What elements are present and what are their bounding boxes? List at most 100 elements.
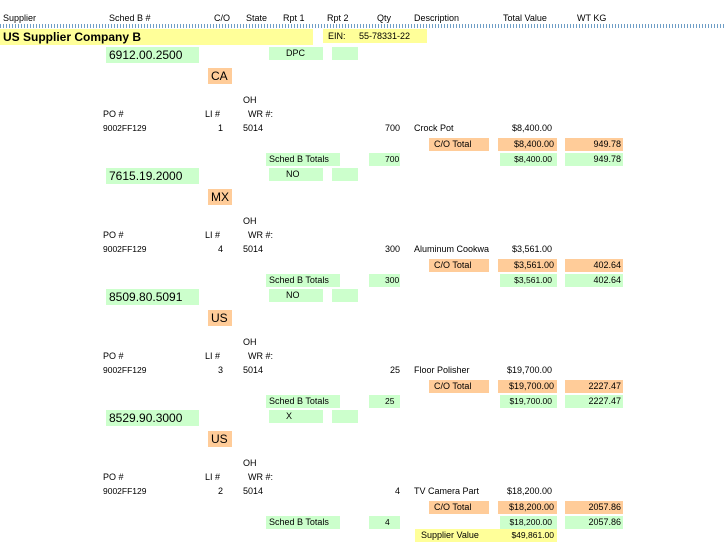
line-description: Crock Pot [414, 123, 454, 133]
line-description: Floor Polisher [414, 365, 470, 375]
header-rpt2: Rpt 2 [327, 13, 349, 23]
supplier-name: US Supplier Company B [3, 30, 142, 44]
wr-label: WR #: [248, 109, 274, 119]
sched-b-total-value: $8,400.00 [500, 153, 557, 166]
sched-b-total-weight: 402.64 [565, 274, 623, 287]
co-total-value: $3,561.00 [498, 259, 557, 272]
po-number: 9002FF129 [103, 123, 147, 133]
wr-label: WR #: [248, 230, 274, 240]
co-total-weight: 402.64 [565, 259, 623, 272]
state-value: OH [243, 95, 257, 105]
sched-b-total-value: $3,561.00 [500, 274, 557, 287]
sched-b-totals-label: Sched B Totals [266, 516, 340, 529]
rpt2-cell [332, 289, 358, 302]
sched-b-total-qty: 300 [369, 274, 400, 287]
co-total-label: C/O Total [429, 501, 489, 514]
rpt1-value: NO [269, 168, 323, 181]
li-label: LI # [205, 351, 221, 361]
po-label: PO # [103, 472, 124, 482]
li-label: LI # [205, 109, 221, 119]
header-supplier: Supplier [3, 13, 37, 23]
wr-number: 5014 [243, 365, 264, 375]
state-value: OH [243, 337, 257, 347]
header-description: Description [414, 13, 460, 23]
line-description: Aluminum Cookwa [414, 244, 490, 254]
header-co: C/O [214, 13, 231, 23]
header-wt-kg: WT KG [577, 13, 607, 23]
line-value: $8,400.00 [511, 123, 552, 133]
li-number: 3 [218, 365, 224, 375]
po-number: 9002FF129 [103, 486, 147, 496]
line-description: TV Camera Part [414, 486, 480, 496]
line-qty: 25 [389, 365, 400, 375]
co-total-label: C/O Total [429, 380, 489, 393]
ein-value: 55-78331-22 [359, 31, 411, 41]
sched-b-totals-label: Sched B Totals [266, 153, 340, 166]
line-qty: 700 [384, 123, 400, 133]
wr-label: WR #: [248, 351, 274, 361]
sched-b-total-qty: 4 [369, 516, 400, 529]
rpt2-cell [332, 168, 358, 181]
ein-highlight [323, 29, 427, 43]
wr-label: WR #: [248, 472, 274, 482]
wr-number: 5014 [243, 244, 264, 254]
co-total-weight: 2227.47 [565, 380, 623, 393]
country-of-origin: US [208, 431, 232, 447]
sched-b-total-qty: 25 [369, 395, 400, 408]
li-number: 1 [218, 123, 224, 133]
rpt1-value: NO [269, 289, 323, 302]
supplier-value-row: Supplier Value $49,861.00 [415, 529, 557, 542]
ein-label: EIN: [328, 31, 346, 41]
rpt2-cell [332, 47, 358, 60]
sched-b-number: 7615.19.2000 [106, 168, 199, 184]
country-of-origin: MX [208, 189, 232, 205]
line-value: $3,561.00 [511, 244, 552, 254]
sched-b-number: 8529.90.3000 [106, 410, 199, 426]
header-qty: Qty [377, 13, 392, 23]
header-total-value: Total Value [503, 13, 547, 23]
line-qty: 300 [384, 244, 400, 254]
sched-b-number: 6912.00.2500 [106, 47, 199, 63]
header-divider [0, 24, 726, 28]
po-label: PO # [103, 109, 124, 119]
li-label: LI # [205, 230, 221, 240]
line-value: $18,200.00 [506, 486, 552, 496]
co-total-value: $8,400.00 [498, 138, 557, 151]
state-value: OH [243, 216, 257, 226]
li-number: 4 [218, 244, 224, 254]
co-total-weight: 2057.86 [565, 501, 623, 514]
line-qty: 4 [394, 486, 400, 496]
sched-b-totals-label: Sched B Totals [266, 274, 340, 287]
rpt1-value: DPC [269, 47, 323, 60]
sched-b-total-weight: 2057.86 [565, 516, 623, 529]
header-sched-b: Sched B # [109, 13, 151, 23]
co-total-label: C/O Total [429, 259, 489, 272]
supplier-value-label: Supplier Value [421, 530, 479, 540]
supplier-value: $49,861.00 [511, 530, 554, 540]
po-number: 9002FF129 [103, 365, 147, 375]
line-value: $19,700.00 [506, 365, 552, 375]
co-total-value: $19,700.00 [498, 380, 557, 393]
li-number: 2 [218, 486, 224, 496]
sched-b-totals-label: Sched B Totals [266, 395, 340, 408]
sched-b-total-qty: 700 [369, 153, 400, 166]
co-total-label: C/O Total [429, 138, 489, 151]
sched-b-total-weight: 949.78 [565, 153, 623, 166]
sched-b-total-value: $19,700.00 [500, 395, 557, 408]
wr-number: 5014 [243, 486, 264, 496]
country-of-origin: CA [208, 68, 232, 84]
country-of-origin: US [208, 310, 232, 326]
po-label: PO # [103, 351, 124, 361]
supplier-highlight [0, 29, 313, 45]
co-total-value: $18,200.00 [498, 501, 557, 514]
wr-number: 5014 [243, 123, 264, 133]
rpt1-value: X [269, 410, 323, 423]
rpt2-cell [332, 410, 358, 423]
po-label: PO # [103, 230, 124, 240]
state-value: OH [243, 458, 257, 468]
po-number: 9002FF129 [103, 244, 147, 254]
li-label: LI # [205, 472, 221, 482]
header-state: State [246, 13, 268, 23]
co-total-weight: 949.78 [565, 138, 623, 151]
sched-b-number: 8509.80.5091 [106, 289, 199, 305]
